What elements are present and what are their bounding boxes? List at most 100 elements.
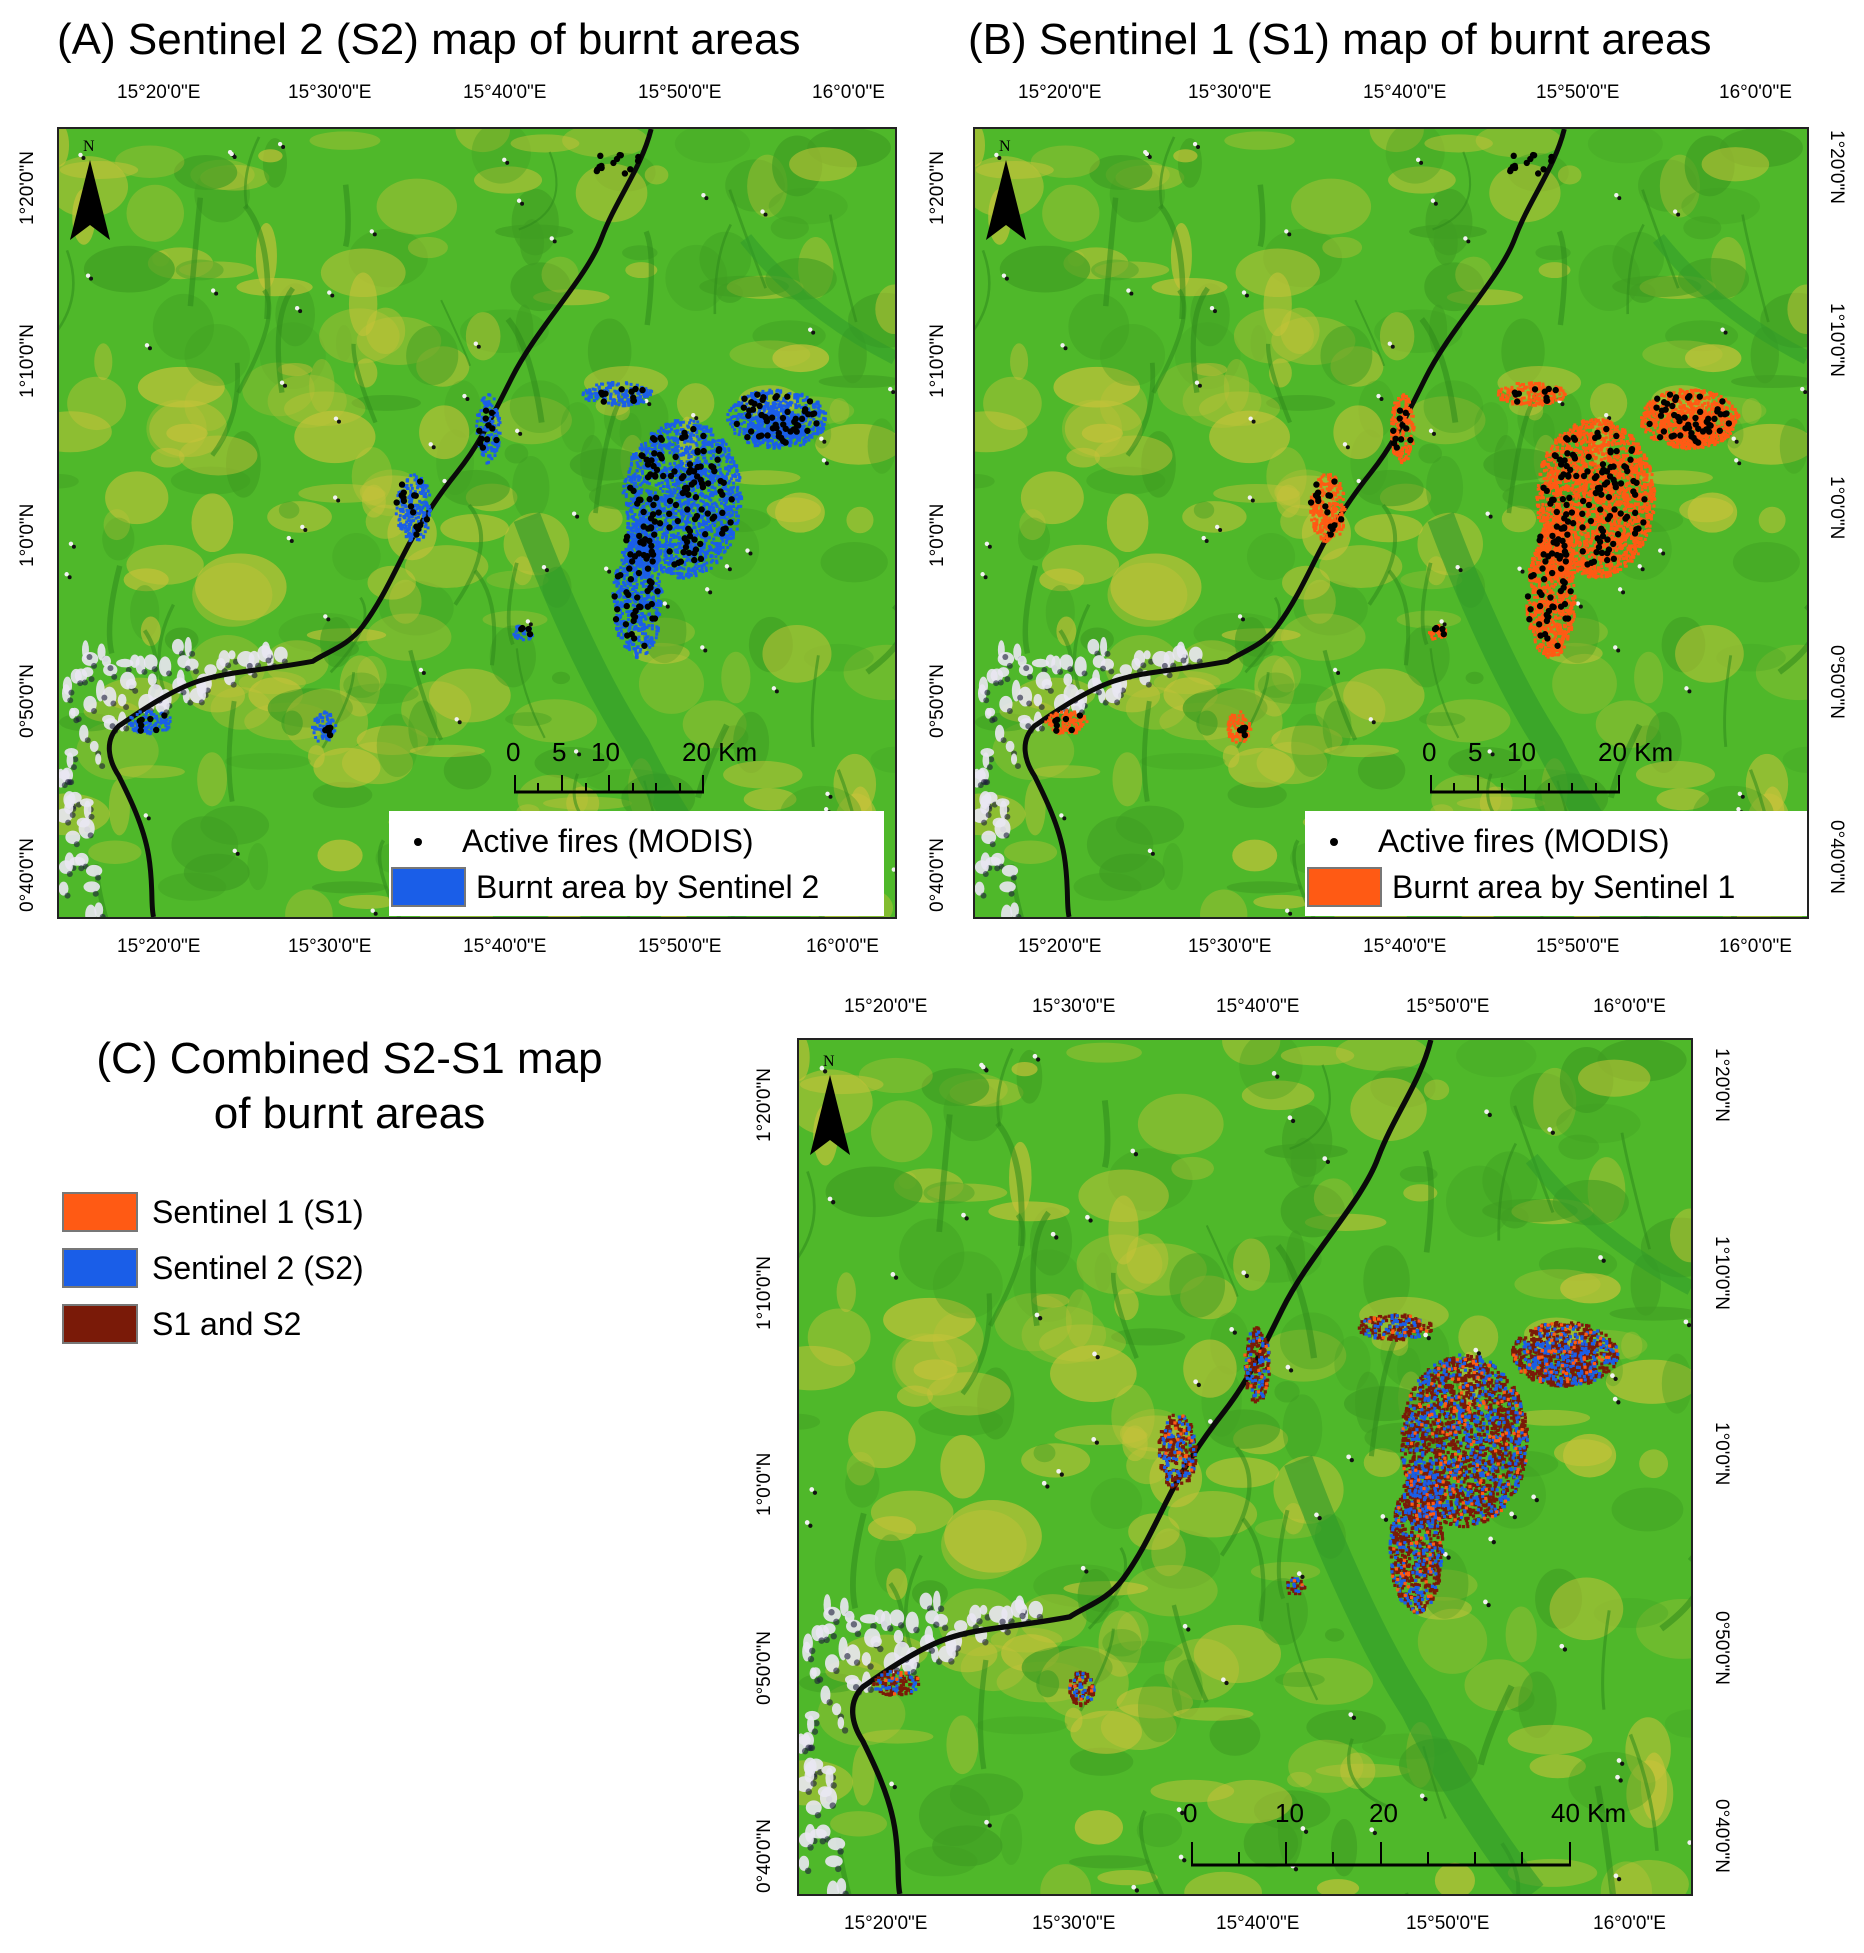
scale-label-0: 0 [1422,737,1437,767]
lat-label: 0°50'0"N [1711,1611,1732,1685]
lat-label: 1°0'0"N [754,1452,775,1516]
lat-label: 0°40'0"N [17,838,38,912]
north-letter: N [83,138,95,155]
panel-b-legend: Active fires (MODIS) Burnt area by Senti… [1305,811,1807,916]
lat-label: 0°50'0"N [1826,645,1847,719]
lon-label: 15°20'0"E [1018,936,1102,957]
scale-label-40: 40 Km [1551,1798,1627,1828]
scale-label-10: 10 [591,737,620,767]
legend-row-s1: Sentinel 1 (S1) [62,1192,364,1232]
scale-label-0: 0 [506,737,521,767]
lon-label: 15°20'0"E [844,996,928,1017]
lon-label: 15°30'0"E [288,82,372,103]
lon-label: 15°40'0"E [1216,996,1300,1017]
north-arrow-icon: N [986,138,1026,240]
lat-label: 1°10'0"N [1826,303,1847,377]
lon-label: 15°50'0"E [638,936,722,957]
legend-burnt-label: Burnt area by Sentinel 2 [476,868,820,905]
legend-row-burnt: Burnt area by Sentinel 2 [391,867,819,907]
lat-label: 0°40'0"N [927,838,948,912]
lon-label: 15°50'0"E [1406,996,1490,1017]
lon-label: 15°40'0"E [1363,82,1447,103]
lon-label: 15°30'0"E [1032,1913,1116,1934]
scale-bar-ticks [1191,1842,1571,1867]
lat-label: 1°10'0"N [17,324,38,398]
lon-label: 16°0'0"E [806,936,879,957]
scale-label-20: 20 Km [1598,737,1674,767]
panel-a-satellite-image [59,129,895,917]
lon-label: 15°50'0"E [1406,1913,1490,1934]
legend-row-fires: Active fires (MODIS) [414,823,754,860]
lat-label: 0°40'0"N [754,1819,775,1893]
lon-label: 16°0'0"E [1719,936,1792,957]
lat-label: 1°10'0"N [754,1256,775,1330]
both-swatch [62,1304,138,1344]
scale-label-20: 20 Km [682,737,758,767]
lat-label: 1°0'0"N [1711,1422,1732,1486]
panel-b-north-arrow: N [981,135,1031,250]
lat-label: 0°50'0"N [927,664,948,738]
fire-dot-icon [1330,837,1338,846]
lon-label: 15°40'0"E [463,82,547,103]
lat-label: 1°0'0"N [927,503,948,567]
lat-label: 1°20'0"N [927,151,948,225]
lon-label: 15°20'0"E [117,82,201,103]
scale-bar-ticks [514,775,704,794]
lon-label: 15°50'0"E [1536,82,1620,103]
legend-fires-label: Active fires (MODIS) [1378,823,1670,859]
lon-label: 16°0'0"E [812,82,885,103]
scale-label-5: 5 [552,737,567,767]
scale-label-5: 5 [1468,737,1483,767]
lon-label: 15°40'0"E [1216,1913,1300,1934]
burnt-s1-swatch [1307,867,1382,907]
legend-row-fires: Active fires (MODIS) [1330,823,1670,860]
panel-c-scale-bar: 0 10 20 40 Km [1183,1798,1626,1870]
s1-swatch [62,1192,138,1232]
panel-a-map: N 0 5 10 20 Km Active fires (MODIS) Burn… [57,127,897,919]
lon-label: 15°30'0"E [1188,936,1272,957]
lat-label: 1°0'0"N [1826,476,1847,540]
lon-label: 15°40'0"E [463,936,547,957]
lon-label: 16°0'0"E [1719,82,1792,103]
panel-c-north-arrow: N [805,1050,855,1165]
legend-row-both: S1 and S2 [62,1304,301,1344]
lon-label: 15°20'0"E [844,1913,928,1934]
lat-label: 1°20'0"N [754,1068,775,1142]
lat-label: 0°40'0"N [1826,820,1847,894]
lon-label: 15°20'0"E [1018,82,1102,103]
panel-c-title-line2: of burnt areas [213,1088,486,1138]
panel-a-legend: Active fires (MODIS) Burnt area by Senti… [389,811,884,916]
lon-label: 15°20'0"E [117,936,201,957]
lon-label: 15°40'0"E [1363,936,1447,957]
legend-fires-label: Active fires (MODIS) [462,823,754,859]
lat-label: 1°10'0"N [927,324,948,398]
lon-label: 15°50'0"E [638,82,722,103]
north-arrow-icon: N [70,138,110,240]
panel-a-north-arrow: N [65,135,115,250]
north-letter: N [999,138,1011,155]
lon-label: 16°0'0"E [1593,996,1666,1017]
burnt-s2-swatch [391,867,466,907]
scale-label-0: 0 [1183,1798,1198,1828]
lat-label: 0°50'0"N [754,1631,775,1705]
legend-s1-label: Sentinel 1 (S1) [152,1193,364,1230]
legend-row-burnt: Burnt area by Sentinel 1 [1307,867,1735,907]
panel-c-satellite-image [799,1040,1691,1894]
lat-label: 1°20'0"N [1826,130,1847,204]
legend-row-s2: Sentinel 2 (S2) [62,1248,364,1288]
lat-label: 1°20'0"N [1711,1048,1732,1122]
panel-c-title: (C) Combined S2-S1 map of burnt areas [57,1032,642,1141]
scale-bar-ticks [1430,775,1620,794]
scale-label-20: 20 [1369,1798,1398,1828]
scale-label-10: 10 [1507,737,1536,767]
lat-label: 1°20'0"N [17,151,38,225]
lon-label: 15°50'0"E [1536,936,1620,957]
lon-label: 15°30'0"E [1188,82,1272,103]
panel-c-map: N 0 10 20 40 Km [797,1038,1693,1896]
legend-s2-label: Sentinel 2 (S2) [152,1249,364,1286]
panel-a-scale-bar: 0 5 10 20 Km [506,737,757,799]
s2-swatch [62,1248,138,1288]
scale-label-10: 10 [1275,1798,1304,1828]
panel-c-title-line1: (C) Combined S2-S1 map [96,1034,603,1083]
panel-b-map: N 0 5 10 20 Km Active fires (MODIS) Burn… [973,127,1809,919]
